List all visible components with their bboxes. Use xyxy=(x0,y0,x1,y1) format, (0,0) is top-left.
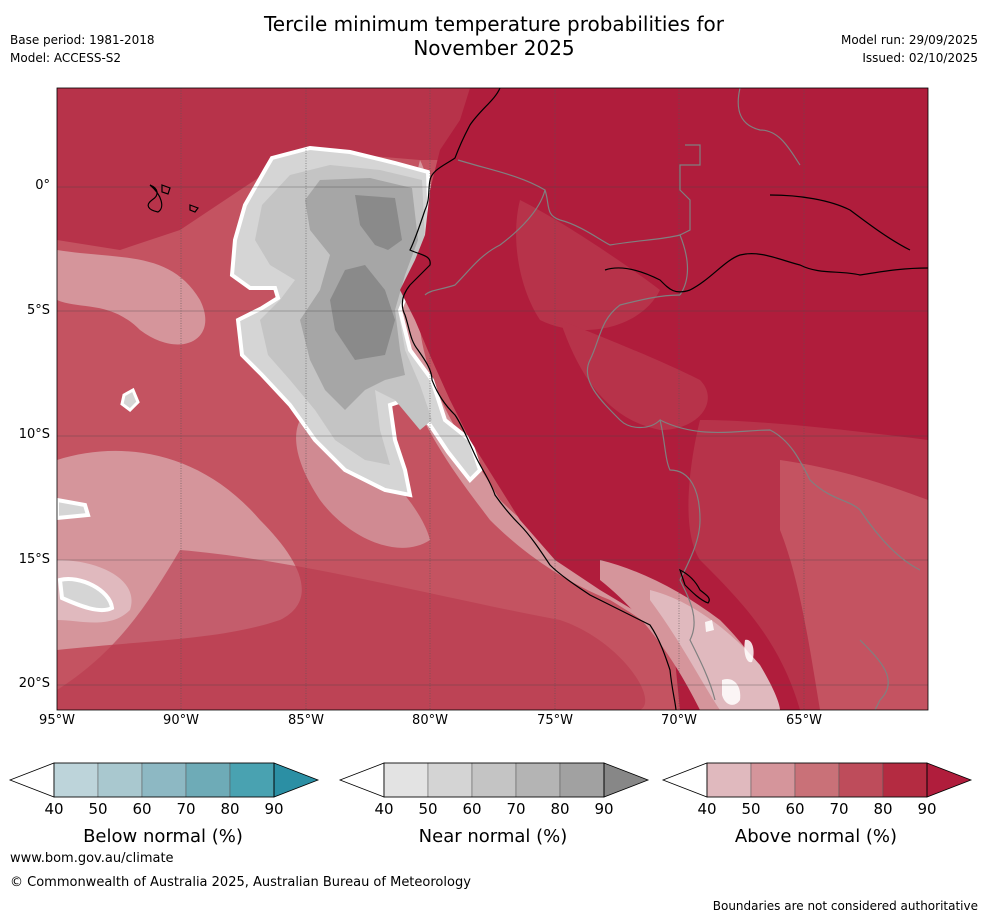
colorbar-tick-label: 50 xyxy=(418,800,438,818)
ocean-north-red-band xyxy=(57,88,500,250)
colorbar-segment xyxy=(383,762,429,798)
title-line-2: November 2025 xyxy=(413,36,575,60)
land-mid-band-peru xyxy=(560,320,708,430)
land-andes-white-c xyxy=(705,620,714,632)
colorbar-tick-label: 70 xyxy=(506,800,526,818)
colorbar-extend-high xyxy=(603,762,650,798)
land-southeast-lighter xyxy=(780,460,928,710)
colorbar-segment xyxy=(882,762,928,798)
model-text: Model: ACCESS-S2 xyxy=(10,51,122,65)
colorbar-tick-label: 70 xyxy=(176,800,196,818)
colorbar-segment xyxy=(427,762,473,798)
colorbar-tick-label: 60 xyxy=(462,800,482,818)
footer-copyright: © Commonwealth of Australia 2025, Austra… xyxy=(10,875,471,890)
colorbar-segment xyxy=(141,762,187,798)
colorbar-extend-low xyxy=(338,762,385,798)
page-title: Tercile minimum temperature probabilitie… xyxy=(0,12,988,60)
colorbar-outline xyxy=(53,762,275,798)
colorbar-above-normal xyxy=(661,762,973,798)
colorbar-segment xyxy=(515,762,561,798)
colorbar-segment xyxy=(185,762,231,798)
colorbar-tick-label: 40 xyxy=(374,800,394,818)
land-andes-white-b xyxy=(744,639,754,663)
colorbar-outline xyxy=(383,762,605,798)
colorbar-tick-label: 70 xyxy=(829,800,849,818)
meta-right: Model run: 29/09/2025 Issued: 02/10/2025 xyxy=(841,31,978,67)
colorbar-title-near: Near normal (%) xyxy=(418,826,568,847)
land-mid-band-north xyxy=(516,200,660,330)
colorbar-tick-label: 60 xyxy=(785,800,805,818)
colorbar-tick-label: 80 xyxy=(220,800,240,818)
colorbar-segment xyxy=(559,762,605,798)
colorbar-tick-label: 40 xyxy=(697,800,717,818)
latitude-lines xyxy=(57,186,928,686)
colorbar-title-below: Below normal (%) xyxy=(83,826,243,847)
ocean-near-normal-patch-west xyxy=(57,497,91,521)
near-normal-small-patch xyxy=(120,387,140,412)
colorbar-tick-label: 90 xyxy=(264,800,284,818)
footer-url: www.bom.gov.au/climate xyxy=(10,851,174,866)
colorbar-segment xyxy=(838,762,884,798)
title-line-1: Tercile minimum temperature probabilitie… xyxy=(263,12,725,36)
colorbar-segment xyxy=(706,762,752,798)
colorbar-tick-label: 40 xyxy=(44,800,64,818)
map-panel xyxy=(57,88,928,710)
colorbar-segment xyxy=(229,762,275,798)
ocean-light-patch-west xyxy=(57,250,206,345)
colorbar-tick-label: 80 xyxy=(550,800,570,818)
ocean-near-normal-patch-south xyxy=(57,577,115,613)
near-normal-inner-80-b xyxy=(330,265,395,360)
colorbar-segment xyxy=(471,762,517,798)
base-period-text: Base period: 1981-2018 xyxy=(10,33,155,47)
issued-text: Issued: 02/10/2025 xyxy=(862,51,978,65)
country-borders xyxy=(424,88,921,710)
colorbar-extend-high xyxy=(273,762,320,798)
colorbars xyxy=(8,762,973,798)
colorbar-segment xyxy=(750,762,796,798)
coastlines xyxy=(147,88,928,710)
colorbar-tick-label: 50 xyxy=(88,800,108,818)
colorbar-below-normal xyxy=(8,762,320,798)
map-frame xyxy=(56,87,929,711)
colorbar-segment xyxy=(794,762,840,798)
model-run-text: Model run: 29/09/2025 xyxy=(840,33,978,47)
footer-note: Boundaries are not considered authoritat… xyxy=(712,899,978,913)
colorbar-tick-label: 90 xyxy=(594,800,614,818)
colorbar-extend-low xyxy=(8,762,55,798)
meta-left: Base period: 1981-2018 Model: ACCESS-S2 xyxy=(10,31,155,67)
gridlines xyxy=(180,88,805,710)
land-andes-lighter xyxy=(650,590,780,710)
colorbar-extend-high xyxy=(926,762,973,798)
colorbar-near-normal xyxy=(338,762,650,798)
colorbar-tick-label: 60 xyxy=(132,800,152,818)
colorbar-tick-label: 50 xyxy=(741,800,761,818)
ocean-lower-band xyxy=(57,550,646,710)
colorbar-segment xyxy=(53,762,99,798)
land-andes-white xyxy=(722,678,741,705)
colorbar-tick-label: 90 xyxy=(917,800,937,818)
near-normal-inner-80 xyxy=(355,195,402,250)
colorbar-extend-low xyxy=(661,762,708,798)
colorbar-title-above: Above normal (%) xyxy=(734,826,898,847)
colorbar-tick-label: 80 xyxy=(873,800,893,818)
colorbar-outline xyxy=(706,762,928,798)
colorbar-segment xyxy=(97,762,143,798)
